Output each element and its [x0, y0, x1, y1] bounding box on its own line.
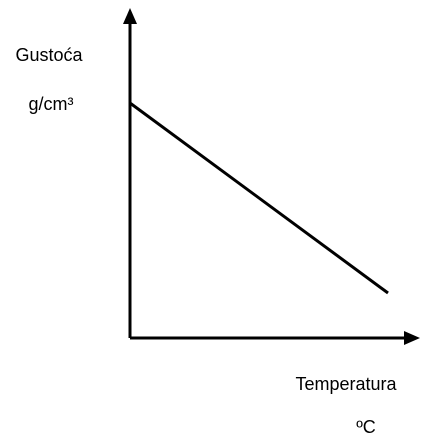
density-line: [129, 101, 389, 295]
x-axis-arrow: [404, 331, 420, 345]
y-axis-arrow: [123, 8, 137, 24]
x-axis-unit: ºC: [356, 417, 376, 437]
x-axis-label: Temperatura: [295, 374, 397, 394]
y-axis-label: Gustoća: [15, 45, 83, 65]
y-axis-unit: g/cm³: [29, 94, 74, 114]
